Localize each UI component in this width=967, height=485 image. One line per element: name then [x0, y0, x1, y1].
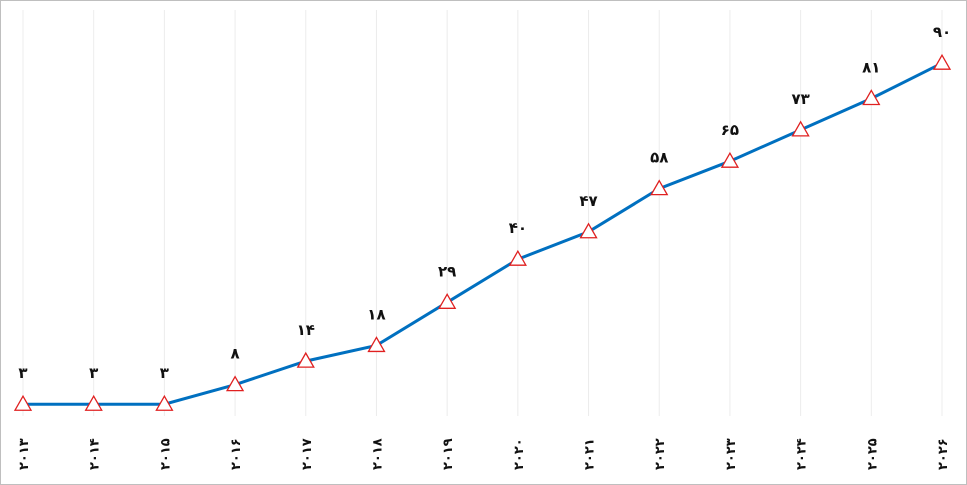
data-label: ۱۸: [367, 305, 385, 323]
data-label: ۶۵: [721, 121, 739, 139]
marker: [650, 179, 669, 196]
marker: [579, 222, 598, 239]
data-label: ۲۹: [438, 262, 456, 280]
x-tick-label: ۲۰۱۶: [229, 438, 244, 470]
x-tick-label: ۲۰۱۸: [370, 438, 385, 470]
marker: [296, 351, 315, 368]
data-label: ۸۱: [862, 58, 880, 76]
x-tick-label: ۲۰۱۵: [158, 438, 173, 470]
x-tick-label: ۲۰۲۳: [724, 438, 739, 470]
x-tick-label: ۲۰۱۴: [88, 438, 103, 470]
line: [23, 61, 943, 406]
x-tick-label: ۲۰۲۴: [795, 438, 810, 470]
x-tick-label: ۲۰۲۲: [653, 438, 668, 470]
marker: [438, 293, 457, 309]
data-label: ۳: [160, 364, 169, 382]
marker: [932, 53, 952, 70]
marker: [508, 249, 527, 266]
data-label: ۹۰: [933, 23, 951, 41]
data-label: ۳: [89, 364, 98, 382]
marker: [720, 151, 740, 168]
marker: [84, 394, 103, 411]
data-label: ۴۷: [579, 192, 597, 210]
data-label: ۱۴: [297, 321, 315, 339]
data-label: ۸: [230, 345, 239, 363]
x-tick-label: ۲۰۲۱: [583, 438, 598, 470]
marker: [155, 394, 174, 411]
marker: [367, 336, 386, 353]
marker: [13, 394, 33, 411]
marker: [862, 89, 881, 106]
x-tick-label: ۲۰۱۹: [441, 438, 456, 470]
marker: [225, 375, 245, 392]
x-tick-label: ۲۰۱۷: [300, 438, 315, 470]
x-tick-label: ۲۰۲۶: [936, 438, 951, 470]
x-tick-label: ۲۰۱۳: [17, 438, 32, 470]
data-label: ۳: [18, 364, 27, 382]
marker: [791, 120, 810, 137]
x-tick-label: ۲۰۲۰: [512, 438, 527, 470]
data-label: ۴۰: [509, 219, 527, 237]
data-label: ۵۸: [650, 149, 668, 167]
x-tick-label: ۲۰۲۵: [865, 438, 880, 470]
data-label: ۷۳: [791, 90, 809, 108]
